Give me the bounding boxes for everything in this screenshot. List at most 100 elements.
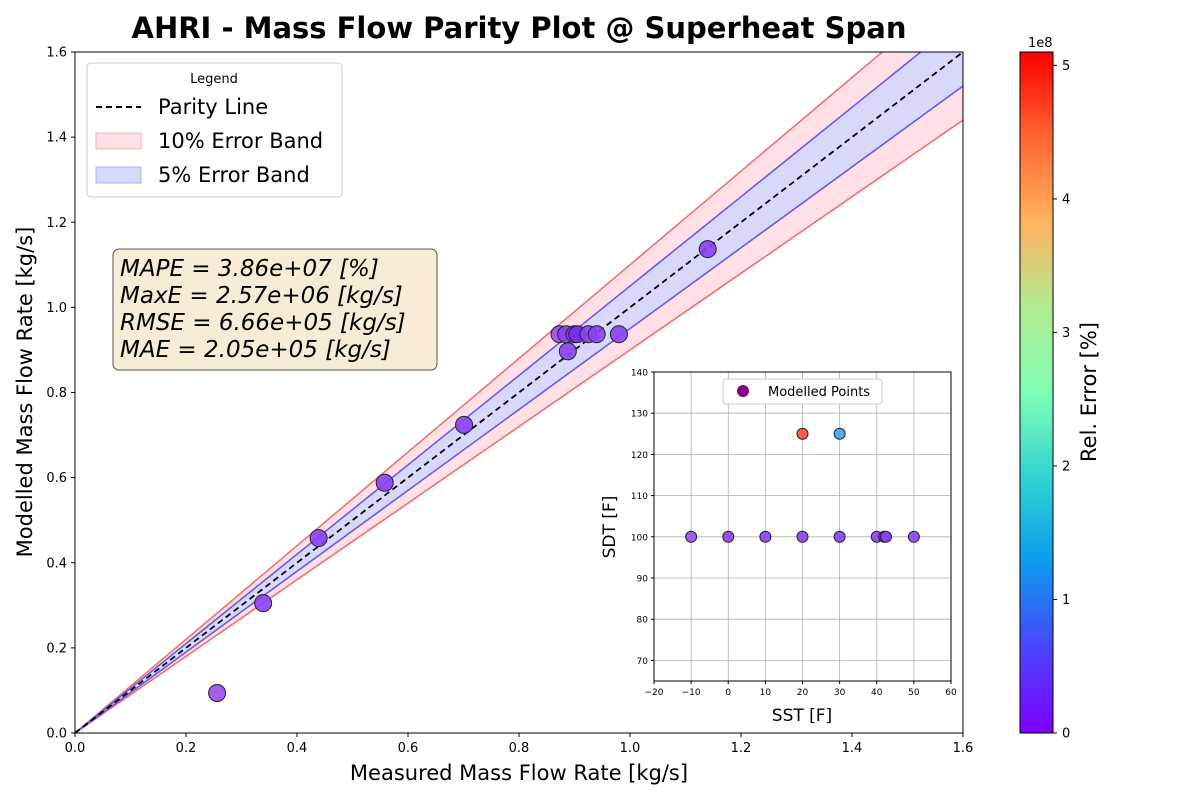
x-tick-label: 0.6 [398, 741, 419, 756]
x-tick-label: 1.6 [953, 741, 974, 756]
inset-y-ticks: 70 80 90 100 110 120 130 140 [631, 369, 654, 667]
inset-y-tick-label: 120 [631, 451, 648, 461]
band-5-lower-line [75, 85, 963, 733]
colorbar-ticks: 0 1 2 3 4 5 [1053, 59, 1070, 742]
metrics-box: MAPE = 3.86e+07 [%] MaxE = 2.57e+06 [kg/… [112, 248, 438, 371]
metric-mape: MAPE = 3.86e+07 [%] [120, 256, 379, 282]
data-point [455, 415, 474, 434]
inset-legend-box [722, 378, 883, 405]
error-bands [75, 52, 963, 733]
x-tick-label: 1.0 [620, 741, 641, 756]
inset-y-tick-label: 100 [631, 533, 648, 543]
colorbar-exponent: 1e8 [1028, 36, 1053, 51]
inset-x-tick-label: 30 [834, 688, 846, 698]
legend-box [86, 62, 343, 198]
data-point [587, 325, 606, 344]
data-point [208, 683, 227, 702]
inset-data-point [880, 530, 893, 543]
x-tick-label: 1.2 [731, 741, 752, 756]
inset-x-axis-label: SST [F] [772, 706, 832, 726]
colorbar-tick-label: 2 [1062, 459, 1070, 474]
inset-legend-marker [737, 385, 749, 397]
colorbar-gradient [1019, 51, 1054, 734]
inset-x-tick-label: 20 [797, 688, 809, 698]
inset-legend: Modelled Points [722, 378, 883, 405]
colorbar-tick-label: 3 [1062, 326, 1070, 341]
band-5-upper-line [75, 52, 922, 733]
inset-data-point [685, 530, 698, 543]
colorbar-tick-label: 1 [1062, 593, 1070, 608]
y-tick-label: 1.6 [46, 46, 67, 61]
legend-band5-swatch [95, 166, 142, 184]
inset-x-ticks: −20 −10 0 10 20 30 40 50 60 [645, 681, 957, 698]
inset-data-point [759, 530, 772, 543]
y-tick-label: 1.0 [46, 301, 67, 316]
chart-title: AHRI - Mass Flow Parity Plot @ Superheat… [132, 11, 907, 45]
data-point [609, 325, 628, 344]
y-tick-label: 0.8 [46, 386, 67, 401]
data-point [254, 594, 273, 613]
colorbar-tick-label: 0 [1062, 727, 1070, 742]
main-legend: Legend Parity Line 10% Error Band 5% Err… [86, 62, 343, 198]
legend-band10-label: 10% Error Band [158, 129, 323, 153]
inset-data-point [833, 427, 846, 440]
data-point [309, 529, 328, 548]
metric-mae: MAE = 2.05e+05 [kg/s] [120, 337, 391, 363]
inset-y-tick-label: 130 [631, 410, 648, 420]
y-tick-label: 1.4 [46, 131, 67, 146]
metric-maxe: MaxE = 2.57e+06 [kg/s] [120, 283, 403, 309]
inset-data-point [796, 530, 809, 543]
inset-y-tick-label: 90 [637, 575, 649, 585]
x-tick-label: 1.4 [842, 741, 863, 756]
legend-parity-label: Parity Line [158, 95, 268, 119]
main-x-ticks: 0.0 0.2 0.4 0.6 0.8 1.0 1.2 1.4 1.6 [65, 733, 974, 756]
colorbar-tick-label: 4 [1062, 192, 1070, 207]
data-point [558, 342, 577, 361]
legend-band10-swatch [95, 132, 142, 150]
x-tick-label: 0.0 [65, 741, 86, 756]
inset-x-tick-label: 50 [908, 688, 920, 698]
main-y-ticks: 0.0 0.2 0.4 0.6 0.8 1.0 1.2 1.4 1.6 [46, 46, 75, 742]
legend-band5-label: 5% Error Band [158, 163, 310, 187]
colorbar-label: Rel. Error [%] [1077, 322, 1101, 462]
parity-line [75, 52, 963, 733]
inset-data-point [796, 427, 809, 440]
metric-rmse: RMSE = 6.66e+05 [kg/s] [120, 310, 406, 336]
x-tick-label: 0.4 [287, 741, 308, 756]
y-tick-label: 1.2 [46, 216, 67, 231]
inset-data-point [833, 530, 846, 543]
inset-x-tick-label: 0 [725, 688, 731, 698]
legend-title: Legend [190, 72, 238, 87]
inset-y-tick-label: 140 [631, 369, 648, 379]
inset-x-tick-label: 40 [871, 688, 883, 698]
inset-x-tick-label: −20 [645, 688, 664, 698]
inset-x-tick-label: 60 [945, 688, 957, 698]
inset-x-tick-label: 10 [760, 688, 772, 698]
data-point [375, 473, 394, 492]
band-10-lower-line [75, 119, 963, 733]
inset-x-tick-label: −10 [682, 688, 701, 698]
inset-y-tick-label: 110 [631, 492, 648, 502]
main-x-axis-label: Measured Mass Flow Rate [kg/s] [350, 761, 688, 785]
x-tick-label: 0.8 [509, 741, 530, 756]
inset-data-point [907, 530, 920, 543]
colorbar-tick-label: 5 [1062, 59, 1070, 74]
colorbar: 0 1 2 3 4 5 1e8 Rel. Error [%] [1019, 36, 1101, 742]
inset-y-tick-label: 70 [637, 657, 649, 667]
data-point [698, 240, 717, 259]
y-tick-label: 0.0 [46, 727, 67, 742]
x-tick-label: 0.2 [176, 741, 197, 756]
inset-data-point [722, 530, 735, 543]
y-tick-label: 0.4 [46, 556, 67, 571]
main-data-points [208, 240, 717, 702]
inset-legend-label: Modelled Points [768, 385, 870, 400]
inset-y-tick-label: 80 [637, 616, 649, 626]
metrics-box-background [112, 248, 438, 371]
y-tick-label: 0.2 [46, 641, 67, 656]
y-tick-label: 0.6 [46, 471, 67, 486]
band-5-percent [75, 52, 963, 733]
inset-y-axis-label: SDT [F] [600, 496, 620, 559]
band-10-upper-line [75, 52, 884, 733]
inset-plot-area: −20 −10 0 10 20 30 40 50 60 70 80 90 100 110 120 130 14… [631, 369, 957, 699]
